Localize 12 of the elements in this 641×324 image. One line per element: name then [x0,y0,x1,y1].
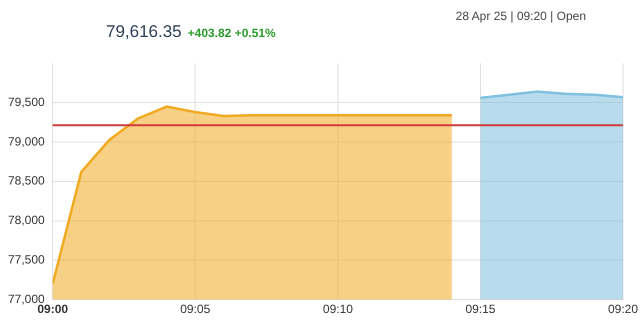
chart-title: 79,616.35 [106,22,182,42]
y-tick-label: 79,000 [8,134,46,148]
x-tick-label: 09:15 [465,302,496,316]
y-tick-label: 78,000 [8,213,46,228]
x-tick-label: 09:10 [322,302,354,316]
y-tick-label: 77,500 [8,252,46,267]
text: 28 Apr 25 | 09:20 | Open [456,9,586,23]
y-tick-label: 78,500 [8,174,46,188]
x-tick-label: 09:05 [180,302,211,316]
chart-subtitle: +403.82 +0.51% [188,26,276,40]
y-tick-label: 79,500 [8,94,46,109]
x-tick-label: 09:20 [608,302,638,316]
